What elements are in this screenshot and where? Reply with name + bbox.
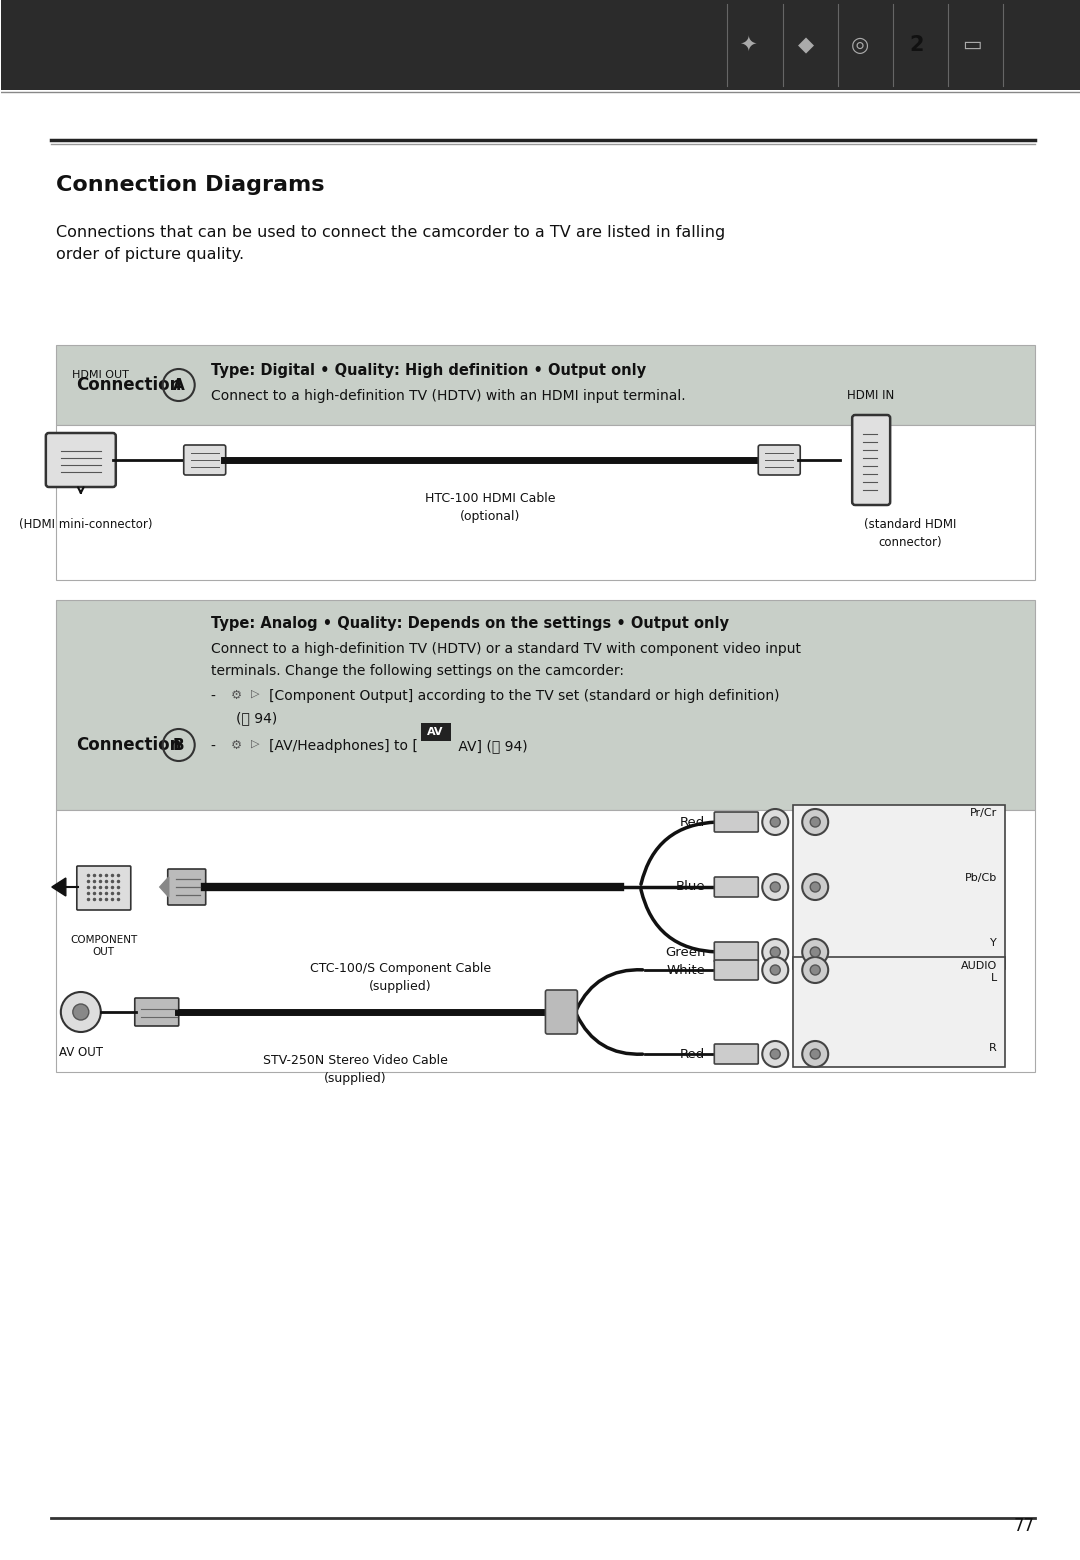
Text: (HDMI mini-connector): (HDMI mini-connector) <box>19 518 152 530</box>
FancyBboxPatch shape <box>184 445 226 474</box>
Text: ✦: ✦ <box>740 36 757 55</box>
Bar <box>56 601 1035 810</box>
Circle shape <box>810 966 820 975</box>
Text: terminals. Change the following settings on the camcorder:: terminals. Change the following settings… <box>211 665 624 679</box>
Circle shape <box>802 810 828 835</box>
Circle shape <box>810 947 820 956</box>
FancyBboxPatch shape <box>714 1044 758 1064</box>
Text: ▷: ▷ <box>251 739 259 749</box>
Bar <box>793 956 1005 1067</box>
Circle shape <box>72 1005 89 1020</box>
Text: 2: 2 <box>909 36 923 55</box>
Text: HDMI OUT: HDMI OUT <box>72 370 130 381</box>
Text: Pr/Cr: Pr/Cr <box>970 808 997 817</box>
Text: -: - <box>211 690 220 704</box>
Text: ⚙: ⚙ <box>231 739 242 752</box>
Text: Red: Red <box>680 1047 705 1061</box>
Text: White: White <box>666 964 705 977</box>
Circle shape <box>810 881 820 892</box>
Circle shape <box>770 817 780 827</box>
FancyBboxPatch shape <box>167 869 205 905</box>
Bar <box>56 345 1035 424</box>
Text: -: - <box>211 739 220 753</box>
FancyBboxPatch shape <box>77 866 131 909</box>
Text: HDMI IN: HDMI IN <box>847 388 894 402</box>
Circle shape <box>762 939 788 966</box>
Text: AV] (⧄ 94): AV] (⧄ 94) <box>454 739 527 753</box>
Text: Type: Analog • Quality: Depends on the settings • Output only: Type: Analog • Quality: Depends on the s… <box>211 616 729 630</box>
Text: [Component Output] according to the TV set (standard or high definition): [Component Output] according to the TV s… <box>269 690 779 704</box>
Bar <box>793 805 1005 969</box>
Text: 77: 77 <box>1014 1516 1035 1535</box>
Text: Green: Green <box>665 945 705 958</box>
Circle shape <box>810 1048 820 1059</box>
Circle shape <box>762 874 788 900</box>
Text: HTC-100 HDMI Cable
(optional): HTC-100 HDMI Cable (optional) <box>426 491 556 523</box>
Text: Connection Diagrams: Connection Diagrams <box>56 175 324 195</box>
Circle shape <box>770 966 780 975</box>
Text: Connection: Connection <box>76 736 181 753</box>
Text: ◎: ◎ <box>851 36 869 55</box>
Circle shape <box>802 939 828 966</box>
Text: AUDIO
L: AUDIO L <box>961 961 997 983</box>
Bar <box>420 722 450 741</box>
Text: ◆: ◆ <box>798 36 814 55</box>
Text: Connect to a high-definition TV (HDTV) with an HDMI input terminal.: Connect to a high-definition TV (HDTV) w… <box>211 388 686 402</box>
Circle shape <box>770 1048 780 1059</box>
Text: Connections that can be used to connect the camcorder to a TV are listed in fall: Connections that can be used to connect … <box>56 225 725 262</box>
Text: ▷: ▷ <box>251 690 259 699</box>
FancyBboxPatch shape <box>714 942 758 963</box>
Bar <box>1 0 1080 90</box>
Circle shape <box>770 947 780 956</box>
Text: Connection: Connection <box>76 376 181 395</box>
FancyBboxPatch shape <box>45 434 116 487</box>
Bar <box>56 424 1035 580</box>
Circle shape <box>802 956 828 983</box>
Text: Type: Digital • Quality: High definition • Output only: Type: Digital • Quality: High definition… <box>211 363 646 378</box>
FancyBboxPatch shape <box>135 998 178 1026</box>
FancyBboxPatch shape <box>714 877 758 897</box>
Text: R: R <box>989 1044 997 1053</box>
Text: Blue: Blue <box>676 880 705 894</box>
Polygon shape <box>52 878 66 895</box>
Text: ⚙: ⚙ <box>231 690 242 702</box>
Text: Pb/Cb: Pb/Cb <box>964 874 997 883</box>
FancyBboxPatch shape <box>714 959 758 980</box>
Text: STV-250N Stereo Video Cable
(supplied): STV-250N Stereo Video Cable (supplied) <box>264 1055 448 1086</box>
Text: [AV/Headphones] to [: [AV/Headphones] to [ <box>269 739 418 753</box>
Text: CTC-100/S Component Cable
(supplied): CTC-100/S Component Cable (supplied) <box>310 963 491 994</box>
Circle shape <box>810 817 820 827</box>
Bar <box>56 810 1035 1072</box>
Text: (⧄ 94): (⧄ 94) <box>235 711 276 725</box>
Polygon shape <box>160 877 168 897</box>
Circle shape <box>60 992 100 1033</box>
Circle shape <box>762 810 788 835</box>
FancyBboxPatch shape <box>758 445 800 474</box>
Text: Red: Red <box>680 816 705 828</box>
Text: AV: AV <box>428 727 444 736</box>
Text: Connect to a high-definition TV (HDTV) or a standard TV with component video inp: Connect to a high-definition TV (HDTV) o… <box>211 643 800 657</box>
Circle shape <box>762 1041 788 1067</box>
Text: Y: Y <box>990 938 997 948</box>
Text: ▭: ▭ <box>962 36 982 55</box>
FancyBboxPatch shape <box>714 813 758 831</box>
Text: COMPONENT
OUT: COMPONENT OUT <box>70 934 137 958</box>
Circle shape <box>762 956 788 983</box>
Circle shape <box>802 1041 828 1067</box>
Text: AV OUT: AV OUT <box>58 1047 103 1059</box>
FancyBboxPatch shape <box>545 991 578 1034</box>
FancyBboxPatch shape <box>852 415 890 505</box>
Text: B: B <box>173 738 185 752</box>
Circle shape <box>802 874 828 900</box>
Circle shape <box>770 881 780 892</box>
Text: A: A <box>173 378 185 393</box>
Text: (standard HDMI
connector): (standard HDMI connector) <box>864 518 956 549</box>
